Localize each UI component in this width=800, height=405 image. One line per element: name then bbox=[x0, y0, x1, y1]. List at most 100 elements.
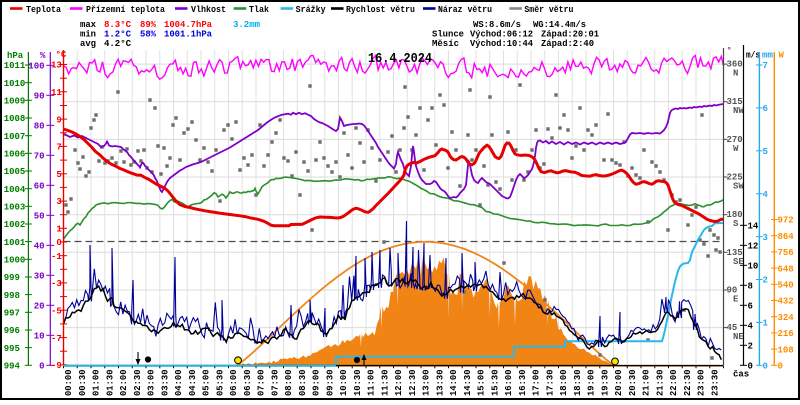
svg-text:05:30: 05:30 bbox=[215, 370, 225, 397]
svg-text:00:00: 00:00 bbox=[64, 370, 74, 397]
svg-text:14: 14 bbox=[748, 222, 759, 232]
svg-text:100: 100 bbox=[28, 62, 44, 72]
svg-text:Rychlost větru: Rychlost větru bbox=[346, 5, 415, 15]
svg-text:315: 315 bbox=[727, 97, 743, 107]
svg-text:135: 135 bbox=[727, 248, 743, 258]
svg-text:12: 12 bbox=[748, 242, 759, 252]
svg-text:Teplota: Teplota bbox=[26, 5, 62, 15]
svg-text:15:30: 15:30 bbox=[490, 370, 500, 397]
svg-text:02:30: 02:30 bbox=[133, 370, 143, 397]
svg-text:8: 8 bbox=[748, 282, 753, 292]
svg-text:1011: 1011 bbox=[4, 61, 26, 71]
svg-text:9: 9 bbox=[56, 115, 61, 125]
svg-text:432: 432 bbox=[778, 297, 794, 307]
svg-text:Západ:20:01: Západ:20:01 bbox=[541, 30, 600, 40]
svg-text:08:30: 08:30 bbox=[298, 370, 308, 397]
svg-text:540: 540 bbox=[778, 281, 794, 291]
svg-text:Přízemní teplota: Přízemní teplota bbox=[86, 5, 166, 15]
svg-text:07:30: 07:30 bbox=[270, 370, 280, 397]
svg-text:22:00: 22:00 bbox=[669, 370, 679, 397]
svg-text:21:00: 21:00 bbox=[642, 370, 652, 397]
svg-text:mm: mm bbox=[762, 51, 774, 61]
svg-text:W: W bbox=[733, 144, 739, 154]
svg-text:03:00: 03:00 bbox=[147, 370, 157, 397]
svg-text:270: 270 bbox=[727, 135, 743, 145]
svg-text:1009: 1009 bbox=[4, 97, 26, 107]
svg-text:01:30: 01:30 bbox=[105, 370, 115, 397]
svg-text:06:30: 06:30 bbox=[243, 370, 253, 397]
svg-text:0: 0 bbox=[56, 238, 61, 248]
svg-text:3: 3 bbox=[763, 233, 768, 243]
svg-text:10:00: 10:00 bbox=[339, 370, 349, 397]
svg-text:13:30: 13:30 bbox=[435, 370, 445, 397]
svg-text:03:30: 03:30 bbox=[160, 370, 170, 397]
svg-text:89%: 89% bbox=[140, 20, 157, 30]
svg-text:90: 90 bbox=[34, 92, 45, 102]
svg-text:18:00: 18:00 bbox=[559, 370, 569, 397]
svg-text:Vlhkost: Vlhkost bbox=[191, 5, 226, 15]
svg-text:225: 225 bbox=[727, 173, 743, 183]
svg-text:čas: čas bbox=[733, 370, 749, 380]
svg-text:°: ° bbox=[727, 46, 732, 56]
svg-text:-5: -5 bbox=[51, 306, 62, 316]
svg-text:0: 0 bbox=[39, 362, 44, 372]
svg-text:Náraz větru: Náraz větru bbox=[438, 5, 492, 15]
svg-text:12:30: 12:30 bbox=[408, 370, 418, 397]
svg-text:10: 10 bbox=[748, 262, 759, 272]
svg-text:1000: 1000 bbox=[4, 256, 26, 266]
svg-text:12:00: 12:00 bbox=[394, 370, 404, 397]
svg-text:13: 13 bbox=[51, 61, 62, 71]
svg-text:864: 864 bbox=[778, 232, 795, 242]
svg-text:10:30: 10:30 bbox=[353, 370, 363, 397]
svg-text:Slunce: Slunce bbox=[432, 30, 464, 40]
svg-text:1003: 1003 bbox=[4, 203, 26, 213]
svg-text:996: 996 bbox=[4, 326, 20, 336]
svg-text:13:00: 13:00 bbox=[422, 370, 432, 397]
svg-text:108: 108 bbox=[778, 345, 794, 355]
svg-text:1007: 1007 bbox=[4, 132, 26, 142]
svg-text:04:00: 04:00 bbox=[174, 370, 184, 397]
svg-text:avg: avg bbox=[80, 39, 96, 49]
svg-text:19:00: 19:00 bbox=[587, 370, 597, 397]
svg-text:1005: 1005 bbox=[4, 167, 26, 177]
svg-text:80: 80 bbox=[34, 122, 45, 132]
svg-text:58%: 58% bbox=[140, 30, 157, 40]
svg-text:07:00: 07:00 bbox=[257, 370, 267, 397]
svg-text:23:30: 23:30 bbox=[710, 370, 720, 397]
svg-text:20:00: 20:00 bbox=[614, 370, 624, 397]
svg-text:22:30: 22:30 bbox=[683, 370, 693, 397]
svg-text:1010: 1010 bbox=[4, 79, 26, 89]
svg-text:2: 2 bbox=[748, 342, 753, 352]
svg-text:216: 216 bbox=[778, 329, 794, 339]
svg-text:-9: -9 bbox=[51, 361, 62, 371]
svg-text:4: 4 bbox=[748, 322, 754, 332]
svg-text:04:30: 04:30 bbox=[188, 370, 198, 397]
svg-text:21:30: 21:30 bbox=[655, 370, 665, 397]
svg-text:5: 5 bbox=[763, 147, 768, 157]
svg-text:7: 7 bbox=[56, 143, 61, 153]
svg-text:NE: NE bbox=[733, 332, 744, 342]
svg-text:0: 0 bbox=[763, 362, 768, 372]
svg-text:1.2°C: 1.2°C bbox=[104, 30, 132, 40]
svg-text:995: 995 bbox=[4, 344, 20, 354]
svg-text:1006: 1006 bbox=[4, 150, 26, 160]
svg-text:10: 10 bbox=[34, 332, 45, 342]
svg-text:Srážky: Srážky bbox=[296, 5, 327, 15]
svg-text:18:30: 18:30 bbox=[573, 370, 583, 397]
svg-text:70: 70 bbox=[34, 152, 45, 162]
svg-text:50: 50 bbox=[34, 212, 45, 222]
svg-text:%: % bbox=[40, 51, 46, 61]
svg-text:1001.1hPa: 1001.1hPa bbox=[164, 30, 213, 40]
svg-text:994: 994 bbox=[4, 362, 21, 372]
svg-text:16:00: 16:00 bbox=[504, 370, 514, 397]
svg-text:NW: NW bbox=[733, 106, 744, 116]
svg-text:S: S bbox=[733, 219, 739, 229]
svg-text:19:30: 19:30 bbox=[600, 370, 610, 397]
svg-text:1004.7hPa: 1004.7hPa bbox=[164, 20, 213, 30]
svg-text:08:00: 08:00 bbox=[284, 370, 294, 397]
svg-text:09:00: 09:00 bbox=[312, 370, 322, 397]
svg-text:WS:8.6m/s: WS:8.6m/s bbox=[473, 20, 521, 30]
svg-text:01:00: 01:00 bbox=[92, 370, 102, 397]
svg-text:00:30: 00:30 bbox=[78, 370, 88, 397]
svg-text:°C: °C bbox=[56, 50, 67, 60]
